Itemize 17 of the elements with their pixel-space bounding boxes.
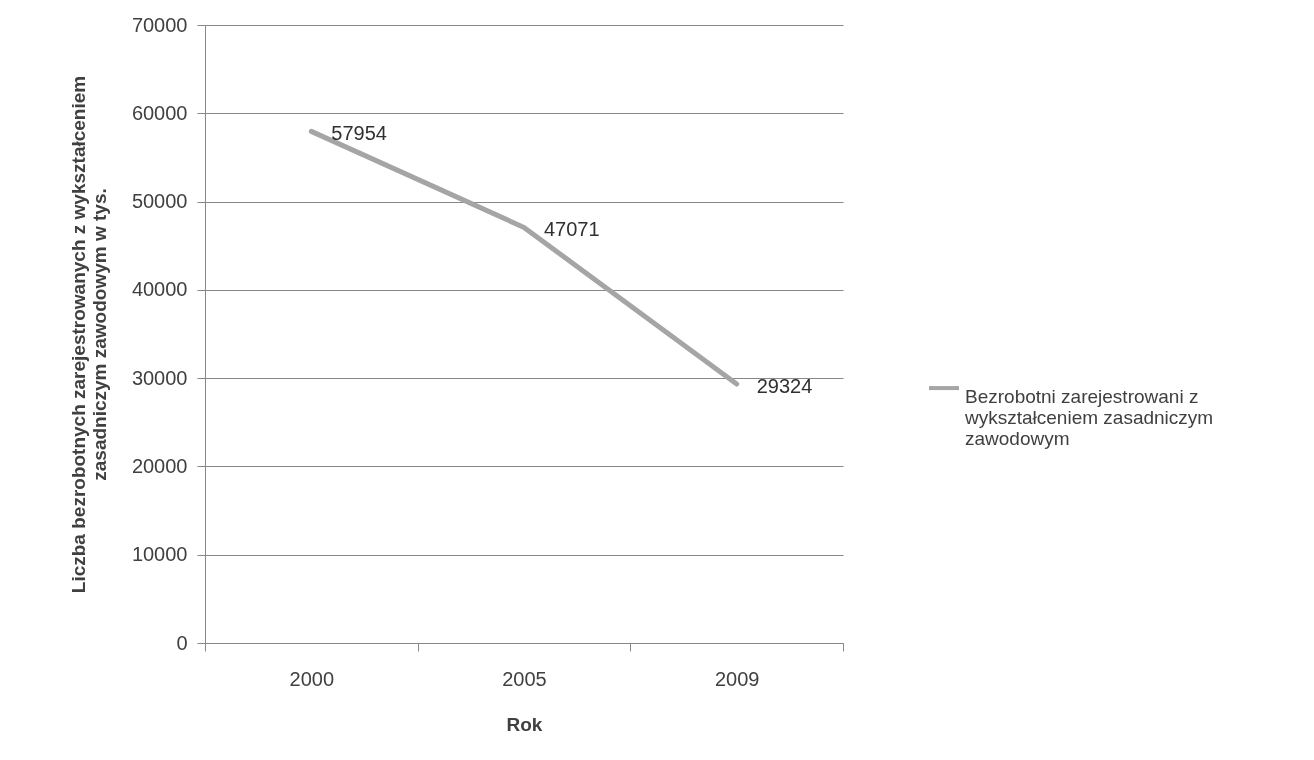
- x-axis-title: Rok: [506, 713, 543, 735]
- data-label: 57954: [331, 122, 387, 145]
- y-tick-label: 60000: [131, 101, 188, 124]
- y-tick-label: 20000: [131, 454, 188, 477]
- data-label: 47071: [544, 218, 600, 241]
- y-tick-label: 30000: [131, 366, 188, 389]
- y-axis-title: Liczba bezrobotnych zarejestrowanych z wykształceniem zasadniczym zawodowym w tys.: [67, 75, 110, 594]
- y-tick-label: 70000: [131, 13, 188, 36]
- data-label: 29324: [756, 375, 813, 398]
- y-tick-label: 0: [176, 631, 188, 654]
- y-tick-label: 10000: [131, 543, 188, 566]
- y-tick-label: 50000: [131, 190, 188, 213]
- y-tick-label: 40000: [131, 278, 188, 301]
- x-tick-label: 2005: [502, 667, 547, 690]
- x-tick-label: 2009: [714, 667, 760, 690]
- legend-label: Bezrobotni zarejestrowani z wykształceniem zasadniczym zawodowym: [964, 386, 1214, 450]
- x-tick-label: 2000: [289, 667, 335, 690]
